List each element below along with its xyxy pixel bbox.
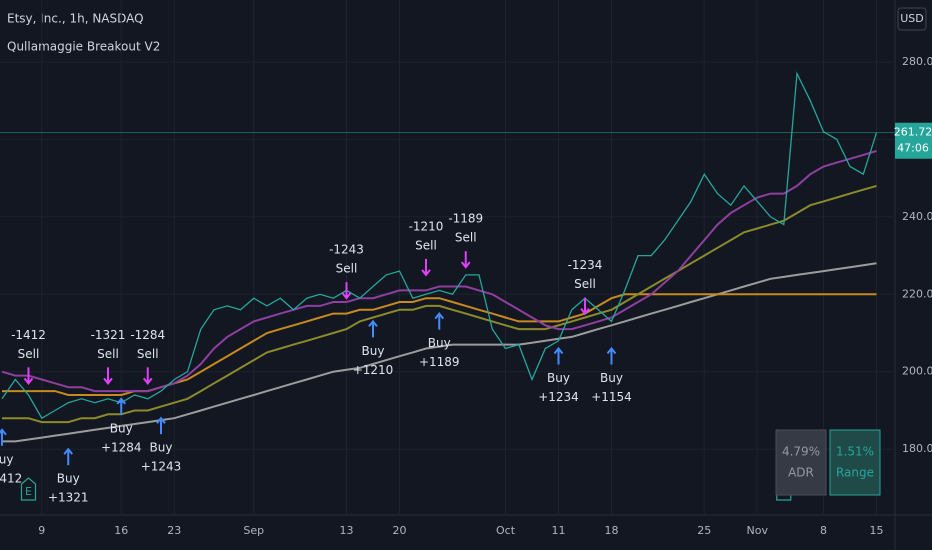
info-box	[829, 429, 881, 496]
buy-label: Buy	[0, 452, 13, 466]
buy-label: Buy	[57, 472, 80, 486]
arrow-head	[156, 416, 166, 424]
currency-box[interactable]	[897, 7, 927, 31]
buy-label: +1321	[48, 491, 89, 505]
arrow-head	[341, 292, 352, 300]
x-tick-label: 13	[340, 524, 354, 537]
series-line	[1, 71, 878, 420]
sell-label: Sell	[18, 347, 40, 361]
arrow-head	[460, 261, 471, 269]
buy-label: +1234	[538, 390, 579, 404]
arrow-head	[103, 377, 113, 385]
arrow-head	[368, 319, 378, 328]
info-value: 4.79%	[782, 445, 820, 459]
x-tick-label: Oct	[496, 524, 516, 537]
y-tick-label: 240.00	[902, 210, 932, 223]
indicator-name: Qullamaggie Breakout V2	[7, 40, 160, 54]
buy-label: +1154	[591, 390, 632, 404]
arrow-head	[0, 428, 7, 436]
x-tick-label: 18	[605, 524, 619, 537]
earnings-label: E	[25, 485, 32, 498]
sell-label: -1412	[11, 328, 46, 342]
buy-label: +1284	[101, 440, 142, 454]
info-box	[775, 429, 827, 496]
arrow-head	[434, 312, 445, 320]
sell-label: -1210	[409, 219, 444, 233]
arrow-head	[63, 447, 74, 455]
y-tick-label: 200.00	[902, 365, 932, 378]
x-tick-label: 23	[167, 524, 181, 537]
buy-label: +1412	[0, 471, 22, 485]
plot-area	[0, 0, 895, 515]
currency[interactable]: USD	[900, 12, 924, 25]
sell-label: -1243	[329, 243, 364, 257]
info-value: 1.51%	[836, 445, 874, 459]
sell-label: -1189	[448, 212, 483, 226]
sell-label: -1234	[568, 258, 603, 272]
sell-label: -1321	[91, 328, 126, 342]
sell-label: -1284	[130, 328, 165, 342]
x-tick-label: 11	[552, 524, 566, 537]
x-tick-label: 15	[870, 524, 884, 537]
info-label: Range	[836, 466, 874, 480]
arrow-head	[553, 346, 564, 355]
y-tick-label: 220.00	[902, 287, 932, 300]
y-tick-label: 280.00	[902, 55, 932, 68]
arrow-head	[606, 346, 617, 355]
y-tick-label: 180.00	[902, 442, 932, 455]
buy-label: +1210	[353, 363, 394, 377]
x-tick-label: Sep	[243, 524, 264, 537]
last-price: 261.72	[894, 126, 932, 139]
x-tick-label: Nov	[747, 524, 769, 537]
sell-label: Sell	[415, 238, 437, 252]
countdown: 47:06	[897, 142, 929, 155]
sell-label: Sell	[574, 277, 596, 291]
x-tick-label: 16	[114, 524, 128, 537]
buy-label: Buy	[428, 336, 451, 350]
earnings-marker	[20, 477, 37, 501]
buy-label: Buy	[600, 371, 623, 385]
chart-title: Etsy, Inc., 1h, NASDAQ	[7, 12, 144, 26]
x-tick-label: 25	[697, 524, 711, 537]
price-tag	[895, 122, 932, 159]
sell-label: Sell	[97, 347, 119, 361]
buy-label: +1243	[141, 460, 182, 474]
arrow-head	[116, 397, 127, 405]
arrow-head	[580, 308, 590, 316]
arrow-head	[421, 269, 431, 277]
x-tick-label: 9	[38, 524, 45, 537]
buy-label: Buy	[110, 421, 133, 435]
arrow-head	[23, 377, 34, 385]
info-label: ADR	[788, 466, 814, 480]
x-tick-label: 20	[393, 524, 407, 537]
sell-label: Sell	[137, 347, 159, 361]
sell-label: Sell	[336, 262, 358, 276]
series-line	[2, 184, 877, 424]
series-line	[2, 262, 877, 443]
buy-label: Buy	[362, 344, 385, 358]
buy-label: Buy	[547, 371, 570, 385]
x-tick-label: 8	[820, 524, 827, 537]
buy-label: +1189	[419, 355, 460, 369]
arrow-head	[142, 377, 153, 385]
sell-label: Sell	[455, 231, 477, 245]
buy-label: Buy	[150, 441, 173, 455]
series-line	[1, 150, 877, 393]
